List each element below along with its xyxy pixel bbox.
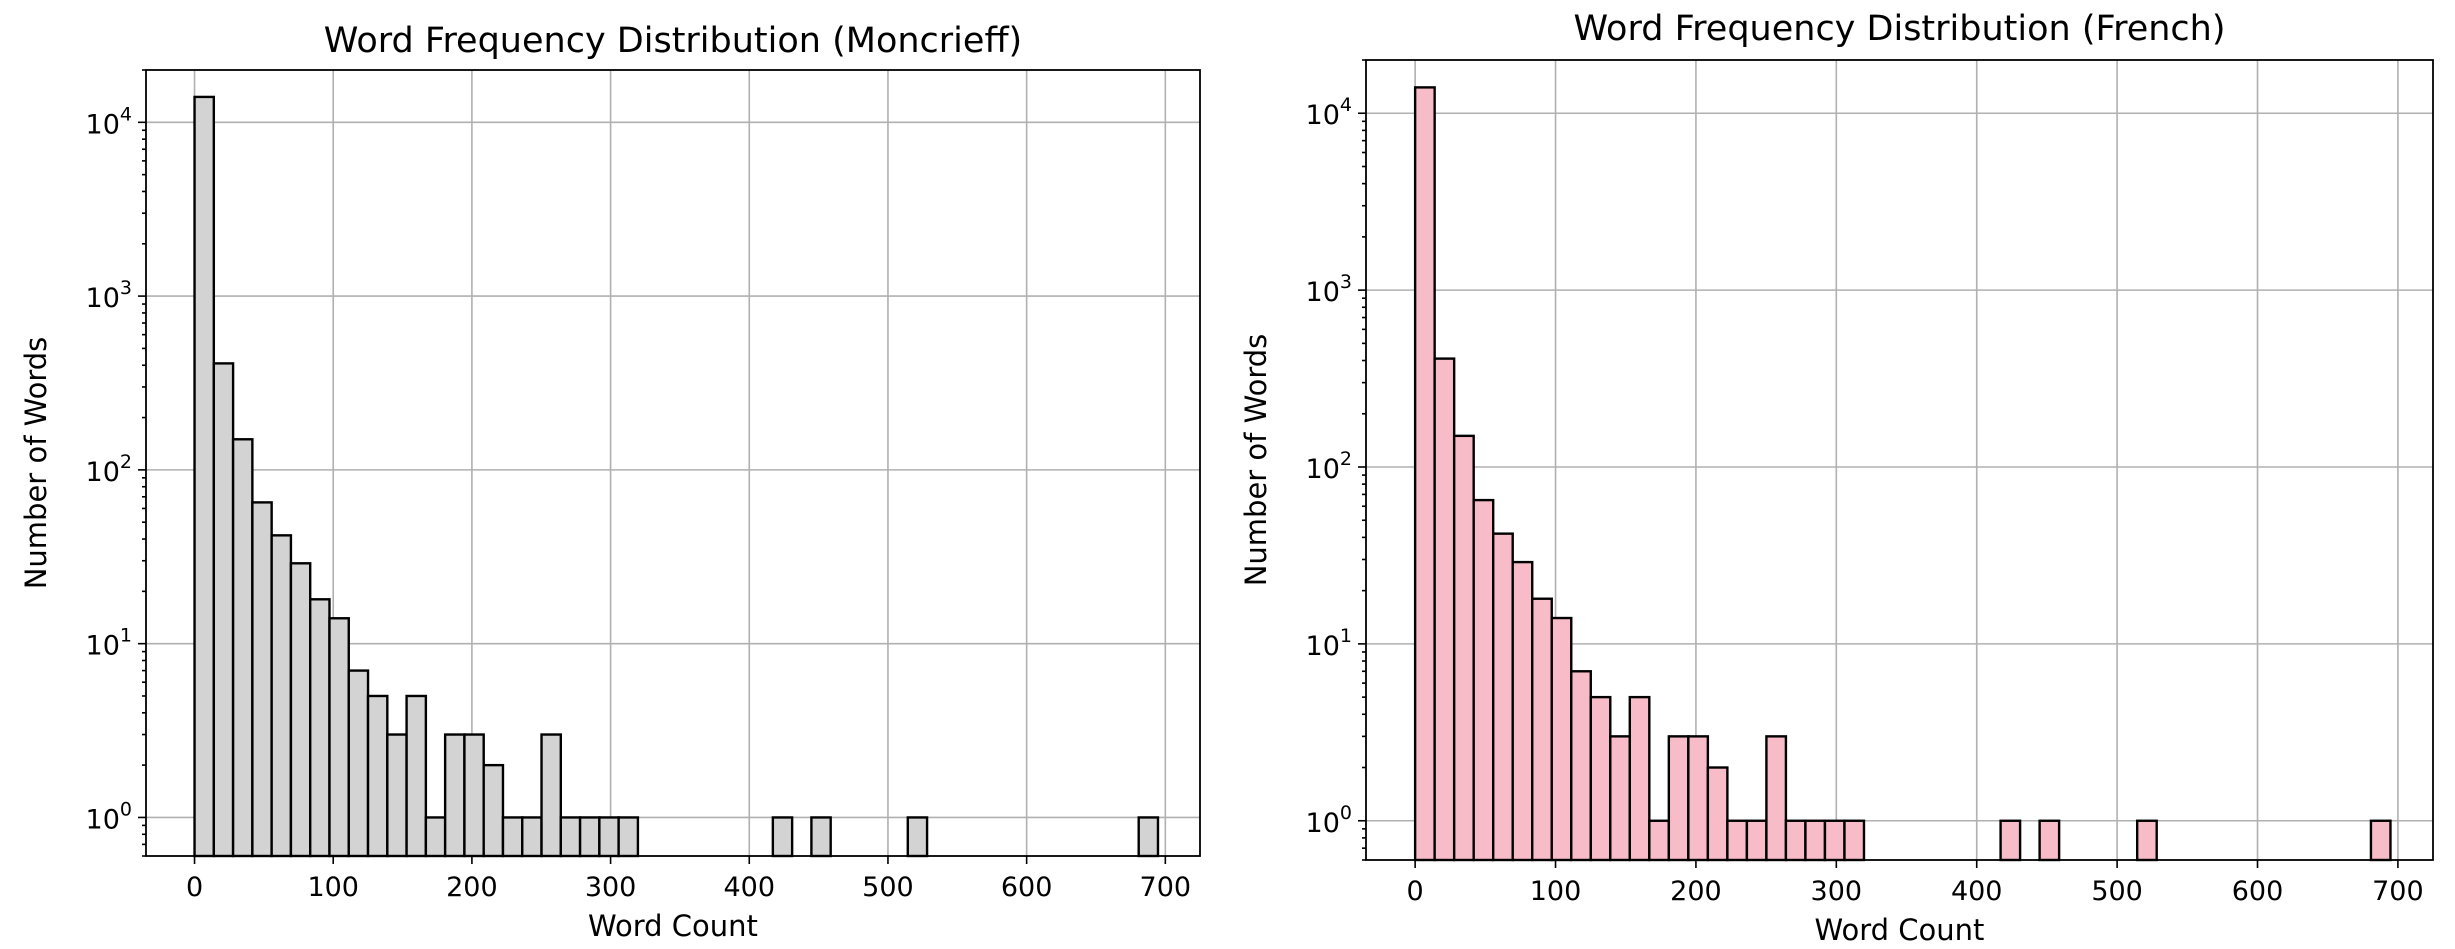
histogram-bar (906, 816, 929, 858)
chart-panel-2: 0 100 200 300 400 500 600 700 100 101 102 103 104 Wor… (1239, 9, 2434, 947)
histogram-bar (193, 95, 216, 858)
histogram-bar (1452, 434, 1475, 862)
histogram-bar (1511, 560, 1534, 862)
histogram-bar (443, 733, 466, 858)
y-tick-label: 103 (86, 277, 132, 314)
histogram-bar (598, 816, 620, 858)
histogram-bar (2038, 819, 2061, 862)
histogram-bar (1491, 532, 1514, 862)
histogram-bar (1687, 735, 1710, 862)
chart-panel-1: 0 100 200 300 400 500 600 700 100 101 102 103 104 Wor… (19, 21, 1201, 943)
chart-title: Word Frequency Distribution (Moncrieff) (324, 21, 1022, 61)
histogram-bar (1137, 816, 1160, 858)
x-tick-label: 100 (1530, 876, 1582, 907)
x-axis-label: Word Count (1815, 913, 1985, 947)
histogram-bar (1726, 819, 1749, 862)
histogram-bar (2135, 819, 2158, 862)
histogram-bar (424, 816, 447, 858)
histogram-bar (1999, 819, 2022, 862)
histogram-bar (463, 733, 485, 858)
x-tick-label: 300 (585, 872, 637, 903)
histogram-bar (1823, 819, 1846, 862)
y-tick-label: 101 (1306, 625, 1352, 662)
x-tick-label: 0 (186, 872, 203, 903)
y-tick-label: 101 (86, 625, 132, 662)
x-tick-label: 300 (1811, 876, 1863, 907)
x-tick-label: 500 (2091, 876, 2143, 907)
y-tick-label: 102 (86, 451, 132, 488)
histogram-bar (1765, 735, 1788, 862)
histogram-bar (1628, 695, 1651, 862)
histogram-bar (1667, 735, 1690, 862)
histogram-bar (1550, 616, 1573, 862)
histogram-bar (347, 669, 370, 858)
histogram-bar (617, 816, 640, 858)
histogram-bar (366, 694, 389, 858)
histogram-bar (1570, 670, 1592, 862)
histogram-bar (1706, 766, 1729, 862)
histogram-bar (309, 598, 331, 858)
histogram-bar (521, 816, 543, 858)
histogram-bar (578, 816, 601, 858)
histogram-bar (1413, 86, 1436, 862)
y-tick-label: 104 (86, 103, 132, 140)
histogram-bar (386, 733, 408, 858)
histogram-bar (1784, 819, 1807, 862)
histogram-bar (1531, 597, 1553, 862)
histogram-bar (771, 816, 794, 858)
histogram-bar (1843, 819, 1866, 862)
histogram-bar (501, 816, 524, 858)
x-tick-label: 0 (1407, 876, 1424, 907)
y-tick-label: 100 (86, 798, 132, 835)
y-tick-label: 104 (1306, 94, 1352, 131)
x-axis-label: Word Count (588, 909, 758, 943)
histogram-bar (1433, 357, 1456, 862)
x-tick-label: 600 (1001, 872, 1053, 903)
y-tick-label: 103 (1306, 271, 1352, 308)
x-tick-label: 700 (1140, 872, 1192, 903)
histogram-bar (251, 501, 273, 858)
x-tick-label: 200 (446, 872, 498, 903)
plot-frame (1365, 59, 2434, 861)
plot-frame (145, 69, 1201, 857)
chart-title: Word Frequency Distribution (French) (1574, 9, 2226, 49)
y-axis-label: Number of Words (1239, 334, 1273, 587)
histogram-bar (1745, 819, 1768, 862)
histogram-bar (1648, 819, 1671, 862)
histogram-bar (1472, 498, 1495, 862)
histogram-bar (212, 362, 235, 858)
histogram-bar (1804, 819, 1827, 862)
histogram-bar (405, 694, 428, 858)
x-tick-label: 200 (1670, 876, 1722, 907)
x-tick-label: 500 (862, 872, 914, 903)
histogram-bar (559, 816, 582, 858)
histogram-bar (231, 438, 254, 858)
y-tick-label: 102 (1306, 448, 1352, 485)
histogram-bar (482, 763, 505, 858)
y-tick-label: 100 (1306, 802, 1352, 839)
x-tick-label: 100 (307, 872, 359, 903)
histogram-bar (1609, 735, 1632, 862)
x-tick-label: 700 (2372, 876, 2424, 907)
histogram-bar (328, 617, 350, 858)
histogram-bar (289, 562, 312, 858)
x-tick-label: 400 (724, 872, 776, 903)
histogram-bar (1589, 695, 1612, 862)
histogram-bar (270, 534, 293, 858)
histogram-bar (540, 733, 563, 858)
histogram-bar (2369, 819, 2392, 862)
y-axis-label: Number of Words (19, 337, 53, 590)
histogram-bar (810, 816, 832, 858)
x-tick-label: 400 (1951, 876, 2003, 907)
x-tick-label: 600 (2232, 876, 2284, 907)
